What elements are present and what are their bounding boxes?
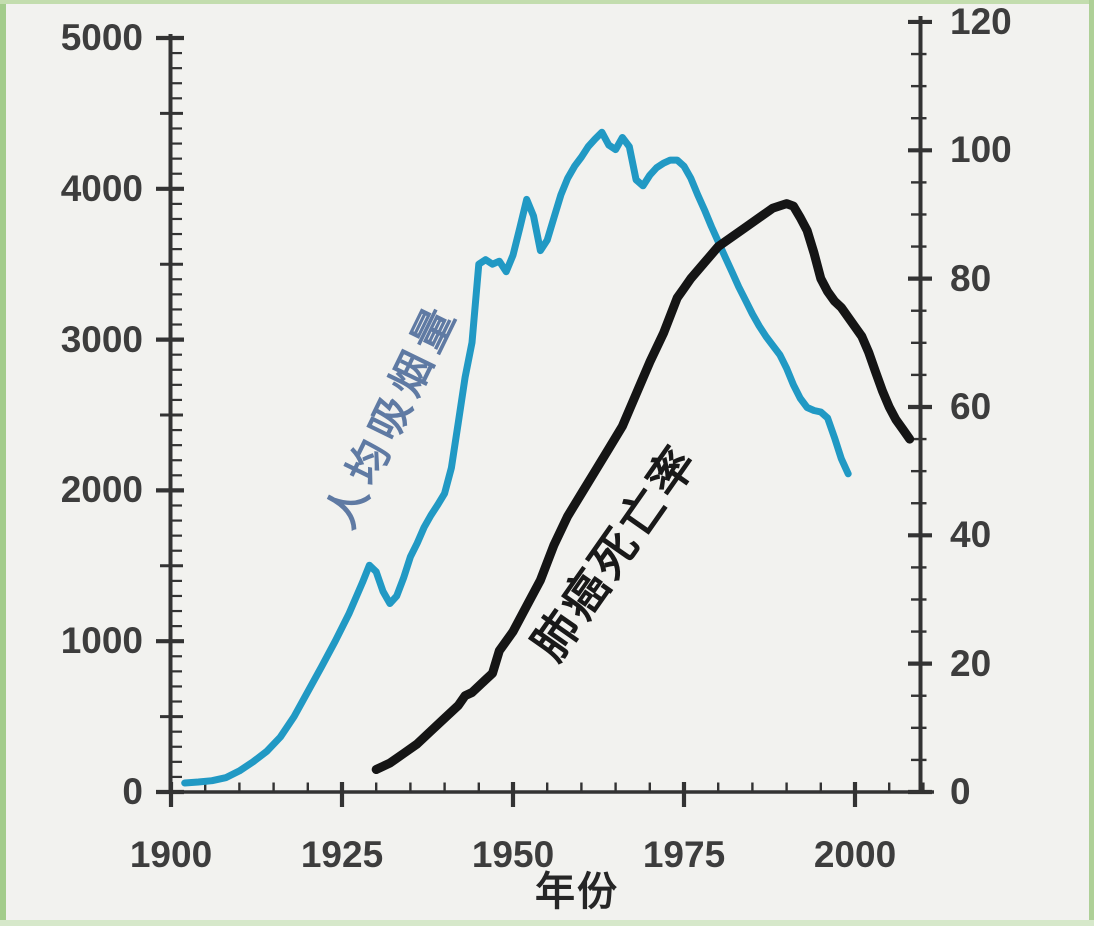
right-axis-tick-label: 0 bbox=[950, 771, 971, 812]
x-axis-tick-label: 1950 bbox=[471, 834, 555, 875]
right-axis-tick-label: 40 bbox=[950, 514, 992, 556]
right-axis-tick-label: 120 bbox=[950, 0, 1012, 42]
x-axis-tick-label: 1900 bbox=[129, 834, 213, 875]
green-border-left bbox=[0, 0, 6, 926]
x-axis-tick-label: 2000 bbox=[813, 834, 897, 875]
curve-smoking bbox=[181, 128, 852, 787]
green-border-bottom bbox=[0, 920, 1094, 926]
x-axis-tick-label: 1925 bbox=[300, 834, 384, 875]
left-axis-tick-label: 2000 bbox=[60, 469, 143, 511]
left-axis-tick-label: 1000 bbox=[60, 620, 143, 662]
right-axis-tick-label: 60 bbox=[950, 385, 992, 427]
right-axis-tick-label: 100 bbox=[950, 129, 1012, 171]
left-axis-tick-label: 5000 bbox=[60, 17, 143, 58]
x-axis-title: 年份 bbox=[535, 870, 619, 914]
curve-lung-cancer-death-rate bbox=[371, 199, 915, 774]
green-border-right bbox=[1089, 0, 1094, 926]
left-axis-tick-label: 3000 bbox=[60, 318, 143, 360]
left-axis-tick-label: 0 bbox=[122, 771, 143, 812]
right-axis-tick-label: 20 bbox=[950, 642, 992, 684]
x-axis-tick-label: 1975 bbox=[642, 834, 726, 875]
green-border-top bbox=[0, 0, 1094, 4]
left-axis-tick-label: 4000 bbox=[60, 167, 143, 209]
right-axis-tick-label: 80 bbox=[950, 257, 992, 299]
